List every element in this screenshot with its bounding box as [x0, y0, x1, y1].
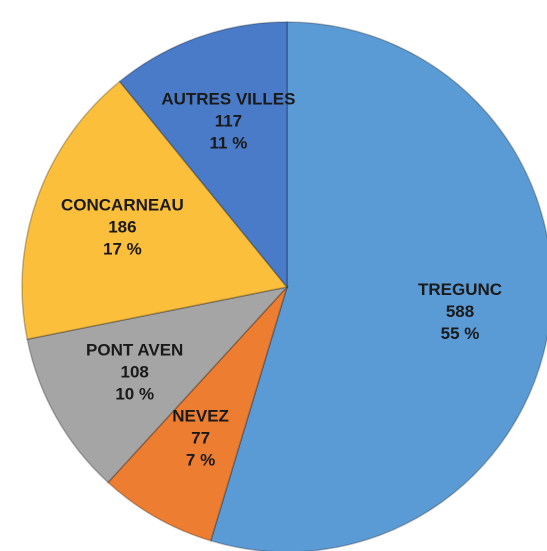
slice-label: PONT AVEN — [86, 340, 183, 359]
slice-label: TREGUNC — [418, 280, 502, 299]
slice-percent: 10 % — [115, 384, 154, 403]
pie-slice — [26, 285, 290, 484]
slice-percent: 11 % — [210, 134, 248, 153]
pie-slice — [118, 21, 288, 290]
slice-label: CONCARNEAU — [61, 195, 184, 214]
pie-slice — [106, 286, 288, 542]
slice-label: NEVEZ — [172, 407, 229, 426]
slice-value: 588 — [446, 302, 474, 321]
slice-percent: 7 % — [186, 451, 215, 470]
slice-label: AUTRES VILLES — [161, 90, 295, 109]
slice-percent: 55 % — [441, 324, 480, 343]
slice-value: 108 — [121, 362, 149, 381]
pie-slice — [209, 21, 547, 551]
slice-value: 117 — [215, 112, 242, 131]
slice-value: 186 — [108, 217, 136, 236]
slice-percent: 17 % — [103, 239, 142, 258]
pie-slice — [21, 80, 289, 341]
slice-value: 77 — [191, 429, 210, 448]
